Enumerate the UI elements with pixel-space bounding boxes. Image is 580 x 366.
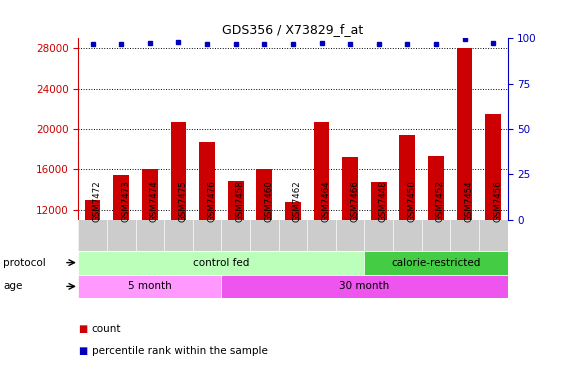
Bar	[222, 274, 508, 298]
Text: GSM7464: GSM7464	[321, 180, 331, 222]
Text: GSM7458: GSM7458	[235, 180, 245, 222]
Text: GSM7473: GSM7473	[121, 180, 130, 222]
Text: GSM7460: GSM7460	[264, 180, 273, 222]
Bar	[256, 169, 272, 220]
Bar	[78, 274, 222, 298]
Text: ■: ■	[78, 324, 88, 335]
Text: protocol: protocol	[3, 258, 46, 268]
Bar	[400, 135, 415, 220]
Title: GDS356 / X73829_f_at: GDS356 / X73829_f_at	[222, 23, 364, 36]
Text: GSM7472: GSM7472	[93, 180, 101, 222]
Bar	[371, 182, 387, 220]
Text: GSM7462: GSM7462	[293, 180, 302, 222]
Text: percentile rank within the sample: percentile rank within the sample	[92, 346, 267, 356]
Bar	[171, 122, 186, 220]
Text: GSM7456: GSM7456	[493, 180, 502, 222]
Bar	[85, 201, 100, 220]
Text: GSM7474: GSM7474	[150, 180, 159, 222]
Text: GSM7450: GSM7450	[407, 180, 416, 222]
Text: control fed: control fed	[193, 258, 249, 268]
Bar	[142, 169, 158, 220]
Text: 30 month: 30 month	[339, 281, 390, 291]
Bar	[314, 122, 329, 220]
Bar	[78, 251, 364, 274]
Text: age: age	[3, 281, 22, 291]
Bar	[428, 156, 444, 220]
Text: 5 month: 5 month	[128, 281, 172, 291]
Bar	[228, 182, 244, 220]
Bar	[456, 49, 473, 220]
Text: GSM7452: GSM7452	[436, 180, 445, 222]
Text: GSM7475: GSM7475	[179, 180, 187, 222]
Text: calorie-restricted: calorie-restricted	[392, 258, 481, 268]
Bar	[199, 142, 215, 220]
Text: count: count	[92, 324, 121, 335]
Text: GSM7476: GSM7476	[207, 180, 216, 222]
Bar	[342, 157, 358, 220]
Bar	[113, 175, 129, 220]
Text: GSM7466: GSM7466	[350, 180, 359, 222]
Text: GSM7454: GSM7454	[465, 180, 474, 222]
Bar	[364, 251, 508, 274]
Bar	[485, 114, 501, 220]
Bar	[285, 202, 301, 220]
Text: GSM7448: GSM7448	[379, 180, 388, 222]
Text: ■: ■	[78, 346, 88, 356]
